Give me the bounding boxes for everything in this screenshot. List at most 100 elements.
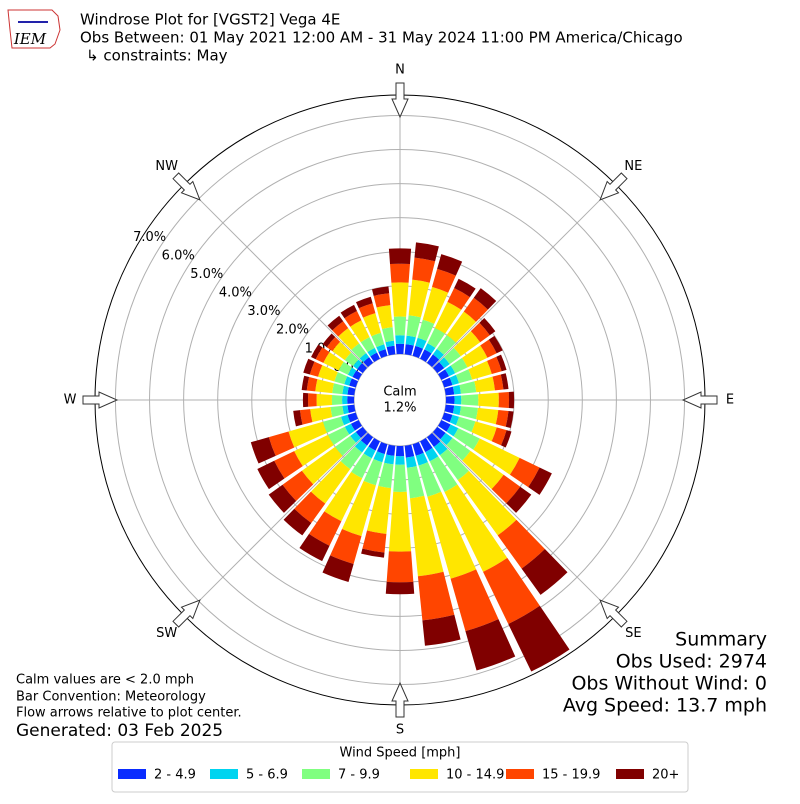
wind-bar-segment <box>344 376 352 386</box>
wind-bar-segment <box>405 456 417 468</box>
wind-bar-segment <box>386 444 396 456</box>
wind-bar-segment <box>521 549 568 595</box>
wind-bar-segment <box>468 360 492 380</box>
wind-bar-segment <box>351 453 372 479</box>
wind-bar-segment <box>434 301 462 334</box>
wind-bar-segment <box>335 435 357 456</box>
wind-bar-segment <box>293 410 303 427</box>
wind-bar-segment <box>393 464 407 493</box>
legend-swatch <box>410 769 438 779</box>
wind-bar-segment <box>322 555 354 582</box>
compass-label: NW <box>155 159 178 174</box>
wind-bar-segment <box>509 457 540 488</box>
wind-bar-segment <box>360 337 375 353</box>
wind-bar-segment <box>268 431 295 456</box>
wind-bar-segment <box>382 327 394 343</box>
wind-bar-segment <box>282 470 314 501</box>
wind-bar-segment <box>340 304 357 319</box>
subtitle: Obs Between: 01 May 2021 12:00 AM - 31 M… <box>80 29 683 47</box>
legend-box <box>111 741 689 793</box>
wind-bar-segment <box>373 451 385 463</box>
wind-bar-segment <box>406 466 425 499</box>
legend-swatch <box>506 769 534 779</box>
wind-bar-segment <box>473 438 520 475</box>
legend-label: 7 - 9.9 <box>338 768 380 783</box>
wind-bar-segment <box>331 395 343 405</box>
wind-bar-segment <box>350 431 361 443</box>
wind-bar-segment <box>352 370 362 380</box>
wind-bar-segment <box>355 426 368 439</box>
wind-bar-segment <box>385 340 395 348</box>
wind-bar-segment <box>350 420 362 431</box>
calm-value: 1.2% <box>383 401 416 416</box>
wind-bar-segment <box>338 328 360 350</box>
spoke <box>183 432 368 617</box>
wind-bar-segment <box>414 242 439 262</box>
wind-bar-segment <box>446 424 459 437</box>
wind-bar-segment <box>386 551 414 583</box>
wind-bar-segment <box>437 254 463 276</box>
wind-bar-segment <box>455 416 476 433</box>
wind-bar-segment <box>353 359 363 370</box>
wind-bar-segment <box>378 462 394 489</box>
wind-bar-segment <box>384 454 395 465</box>
logo-outline <box>7 9 61 49</box>
constraints: ↳ constraints: May <box>86 47 228 65</box>
logo-text: IEM <box>13 30 47 48</box>
wind-bar-segment <box>429 456 458 493</box>
wind-bar-segment <box>347 396 355 404</box>
wind-bar-segment <box>492 374 504 391</box>
wind-bar-segment <box>501 430 512 448</box>
wind-bar-segment <box>454 395 462 405</box>
title: Windrose Plot for [VGST2] Vega 4E <box>80 11 340 29</box>
r-tick-label: 5.0% <box>190 267 223 282</box>
wind-bar-segment <box>347 367 357 378</box>
compass-label: S <box>396 723 404 738</box>
compass-label: NE <box>624 159 642 174</box>
wind-bar-segment <box>324 471 363 522</box>
wind-bar-segment <box>474 376 495 393</box>
wind-bar-segment <box>310 407 333 423</box>
wind-bar-segment <box>344 352 359 367</box>
wind-bar-segment <box>311 344 323 360</box>
wind-bar-segment <box>388 491 412 552</box>
wind-bar-segment <box>439 448 469 481</box>
wind-bar-segment <box>415 452 428 466</box>
wind-bar-segment <box>354 440 368 453</box>
wind-bar-segment <box>283 508 312 536</box>
wind-bar-segment <box>395 343 405 355</box>
wind-bar-segment <box>376 441 388 455</box>
wind-bar-segment <box>303 358 315 375</box>
wind-bar-segment <box>347 404 356 413</box>
spoke <box>432 183 617 368</box>
wind-bar-segment <box>310 461 351 504</box>
compass-label: W <box>64 393 77 408</box>
wind-bar-segment <box>371 286 390 296</box>
wind-bar-segment <box>361 548 385 558</box>
wind-bar-segment <box>409 495 444 577</box>
wind-bar-segment <box>452 405 462 416</box>
wind-bar-segment <box>470 322 490 343</box>
wind-bar-segment <box>357 363 368 374</box>
wind-bar-segment <box>386 345 396 356</box>
wind-bar-segment <box>432 426 446 440</box>
wind-bar-segment <box>439 357 450 369</box>
wind-bar-segment <box>307 393 317 407</box>
flow-arrow <box>391 82 409 119</box>
spoke <box>432 432 617 617</box>
wind-bar-segment <box>395 445 405 457</box>
wind-bar-segment <box>363 459 383 486</box>
wind-bar-segment <box>301 375 310 391</box>
legend-label: 15 - 19.9 <box>542 768 600 783</box>
wind-bar-segment <box>420 438 433 453</box>
wind-bar-segment <box>309 511 342 546</box>
wind-bar-segment <box>462 450 504 490</box>
wind-bar-segment <box>405 335 416 346</box>
wind-bar-segment <box>309 361 323 377</box>
wind-bar-segment <box>340 414 351 426</box>
wind-bar-segment <box>447 288 470 310</box>
wind-bar-segment <box>412 257 436 283</box>
wind-bar-segment <box>412 345 424 359</box>
flow-arrow <box>681 391 718 409</box>
wind-bar-segment <box>323 352 344 371</box>
